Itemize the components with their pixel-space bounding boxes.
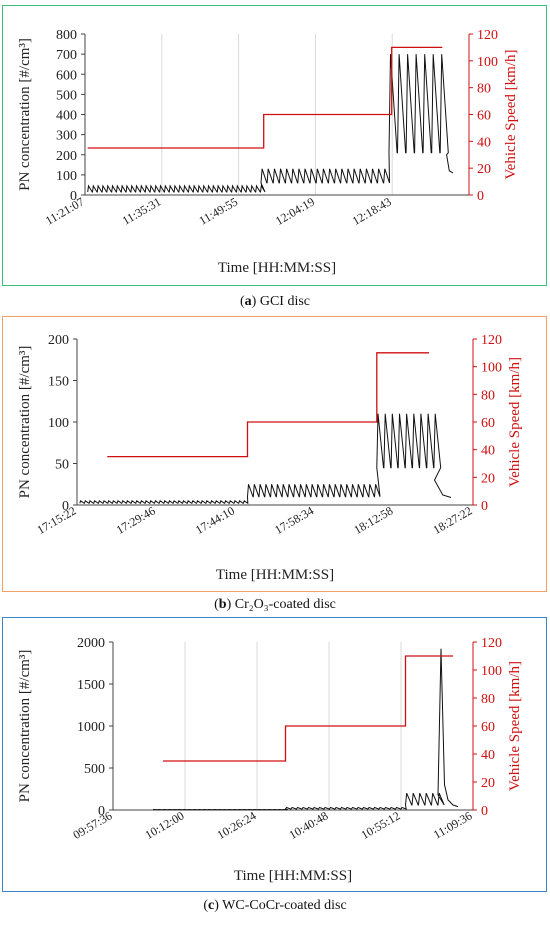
y-tick-label-left: 2000 <box>77 636 105 651</box>
y-tick-label-left: 700 <box>56 48 77 63</box>
y-tick-label-right: 0 <box>481 499 488 514</box>
x-tick-label: 11:09:36 <box>431 808 475 841</box>
y-tick-label-right: 100 <box>481 361 502 376</box>
y-tick-label-left: 1500 <box>77 678 105 693</box>
series-pn-concentration <box>87 54 454 193</box>
x-tick-label: 11:21:07 <box>43 194 87 227</box>
series-vehicle-speed <box>87 46 443 149</box>
x-tick-label: 09:57:36 <box>71 808 115 841</box>
y-tick-label-right: 80 <box>481 692 495 707</box>
y-tick-label-left: 500 <box>84 762 105 777</box>
x-tick-label: 10:26:24 <box>215 808 259 841</box>
caption-b-text: Cr₂O₃-coated disc <box>234 597 336 612</box>
x-tick-label: 18:12:58 <box>351 503 395 536</box>
y-tick-label-right: 60 <box>481 416 495 431</box>
y-axis-label-right: Vehicle Speed [km/h] <box>507 357 523 487</box>
y-tick-label-right: 40 <box>477 135 491 150</box>
series-pn-concentration <box>79 413 452 505</box>
y-tick-label-left: 600 <box>56 68 77 83</box>
panel-b-frame: 17:15:22 17:29:46 17:44:10 17:58:34 18:12:58… <box>2 316 547 592</box>
y-tick-label-left: 0 <box>70 189 77 204</box>
x-tick-label: 10:40:48 <box>287 808 331 841</box>
x-tick-label: 18:27:22 <box>431 503 475 536</box>
x-tick-label: 17:29:46 <box>114 503 158 536</box>
x-tick-label: 10:55:12 <box>359 808 403 841</box>
x-tick-label: 17:58:34 <box>272 503 316 536</box>
y-tick-label-left: 200 <box>48 333 69 348</box>
y-tick-label-right: 20 <box>481 471 495 486</box>
y-tick-label-left: 100 <box>48 416 69 431</box>
x-tick-label: 10:12:00 <box>143 808 187 841</box>
y-tick-label-right: 100 <box>481 664 502 679</box>
y-tick-label-right: 120 <box>481 333 502 348</box>
caption-a-letter: a <box>244 294 252 309</box>
y-tick-label-left: 800 <box>56 28 77 43</box>
x-tick-label: 12:18:43 <box>350 194 394 227</box>
x-axis-label: Time [HH:MM:SS] <box>216 567 334 583</box>
caption-c-text: WC-CoCr-coated disc <box>222 898 347 913</box>
y-tick-label-left: 100 <box>56 169 77 184</box>
y-axis-label-left: PN concentration [#/cm³] <box>17 38 33 191</box>
x-tick-label: 11:49:55 <box>197 194 241 227</box>
y-tick-label-right: 60 <box>477 109 491 124</box>
y-tick-label-left: 50 <box>55 458 69 473</box>
y-axis-label-right: Vehicle Speed [km/h] <box>507 661 523 791</box>
y-tick-label-left: 500 <box>56 88 77 103</box>
chart-c: 09:57:36 10:12:00 10:26:24 10:40:48 10:55:12… <box>17 636 523 884</box>
y-tick-label-left: 400 <box>56 109 77 124</box>
y-tick-label-right: 120 <box>481 636 502 651</box>
chart-b: 17:15:22 17:29:46 17:44:10 17:58:34 18:12:58… <box>17 333 523 583</box>
panel-c-frame: 09:57:36 10:12:00 10:26:24 10:40:48 10:55:12… <box>2 617 547 892</box>
y-tick-label-right: 60 <box>481 720 495 735</box>
series-vehicle-speed <box>163 655 453 762</box>
y-tick-label-right: 0 <box>481 804 488 819</box>
caption-c-letter: c <box>208 898 215 913</box>
y-tick-label-right: 40 <box>481 748 495 763</box>
caption-a: (a) GCI disc <box>239 294 310 309</box>
caption-b-letter: b <box>218 597 227 612</box>
chart-a: 11:21:07 11:35:31 11:49:55 12:04:19 12:18:43… <box>17 28 519 276</box>
y-tick-label-right: 20 <box>481 776 495 791</box>
y-tick-label-right: 80 <box>477 82 491 97</box>
panel-a-frame: 11:21:07 11:35:31 11:49:55 12:04:19 12:18:43… <box>2 5 547 286</box>
x-axis-label: Time [HH:MM:SS] <box>218 260 336 276</box>
y-tick-label-right: 100 <box>477 55 498 70</box>
caption-a-text: GCI disc <box>259 294 310 309</box>
x-tick-label: 12:04:19 <box>273 194 317 227</box>
y-tick-label-left: 300 <box>56 129 77 144</box>
y-axis-label-left: PN concentration [#/cm³] <box>17 346 33 499</box>
y-axis-label-left: PN concentration [#/cm³] <box>17 650 33 803</box>
y-tick-label-right: 20 <box>477 162 491 177</box>
caption-b: (b) Cr₂O₃-coated disc <box>214 597 336 612</box>
series-pn-concentration <box>152 648 459 811</box>
x-tick-label: 11:35:31 <box>120 194 164 227</box>
y-tick-label-left: 1000 <box>77 720 105 735</box>
y-tick-label-left: 0 <box>62 499 69 514</box>
y-tick-label-left: 150 <box>48 375 69 390</box>
y-tick-label-left: 0 <box>98 804 105 819</box>
y-tick-label-right: 0 <box>477 189 484 204</box>
y-tick-label-right: 80 <box>481 388 495 403</box>
x-tick-label: 17:15:22 <box>35 503 79 536</box>
y-tick-label-left: 200 <box>56 149 77 164</box>
x-tick-label: 17:44:10 <box>193 503 237 536</box>
y-tick-label-right: 40 <box>481 444 495 459</box>
series-vehicle-speed <box>107 352 429 458</box>
x-axis-label: Time [HH:MM:SS] <box>234 868 352 884</box>
caption-c: (c) WC-CoCr-coated disc <box>203 898 347 913</box>
y-axis-label-right: Vehicle Speed [km/h] <box>503 50 519 180</box>
y-tick-label-right: 120 <box>477 28 498 43</box>
